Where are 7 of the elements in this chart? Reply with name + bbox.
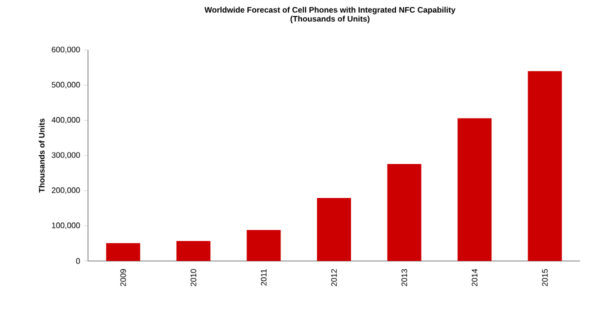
bar bbox=[387, 164, 422, 261]
bar bbox=[317, 198, 352, 261]
bar bbox=[106, 243, 140, 261]
bar bbox=[246, 230, 281, 261]
bar bbox=[528, 71, 562, 261]
bar bbox=[458, 118, 492, 261]
bar bbox=[176, 240, 210, 261]
